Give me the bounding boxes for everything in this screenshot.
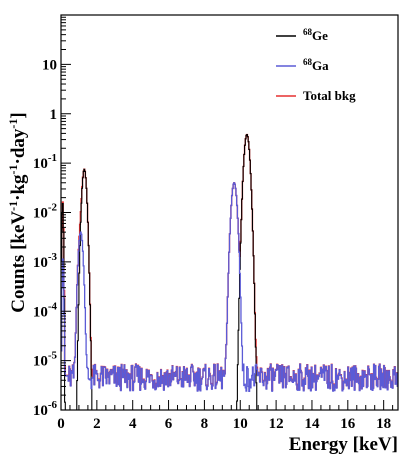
y-axis-label: Counts [keV-1·kg-1·day-1] (6, 112, 29, 313)
legend: 68Ge 68Ga Total bkg (276, 27, 356, 103)
x-tick-label: 8 (201, 416, 209, 432)
y-tick-label: 10-2 (33, 202, 58, 222)
series-line-ga (61, 182, 398, 392)
series-layer (61, 133, 398, 411)
x-tick-label: 0 (57, 416, 65, 432)
y-tick-label: 10-3 (33, 251, 58, 271)
x-tick-label: 12 (269, 416, 284, 432)
x-tick-label: 18 (376, 416, 391, 432)
y-tick-label: 10-6 (33, 399, 58, 419)
x-tick-label: 16 (340, 416, 356, 432)
x-tick-label: 14 (304, 416, 320, 432)
legend-label: 68Ga (303, 57, 329, 73)
y-tick-label: 10-1 (33, 152, 57, 172)
legend-label: Total bkg (303, 88, 356, 103)
x-axis-label: Energy [keV] (289, 434, 398, 455)
x-tick-label: 10 (233, 416, 248, 432)
y-tick-label: 10-4 (33, 300, 58, 320)
plot-frame (60, 14, 399, 411)
series-line-total-bkg (61, 133, 398, 392)
x-tick-label: 2 (93, 416, 101, 432)
y-tick-label: 10 (42, 57, 57, 73)
x-tick-label: 4 (129, 416, 137, 432)
x-tick-label: 6 (165, 416, 173, 432)
legend-label: 68Ge (303, 27, 328, 43)
y-tick-label: 10-5 (33, 350, 58, 370)
y-tick-label: 1 (50, 107, 58, 123)
